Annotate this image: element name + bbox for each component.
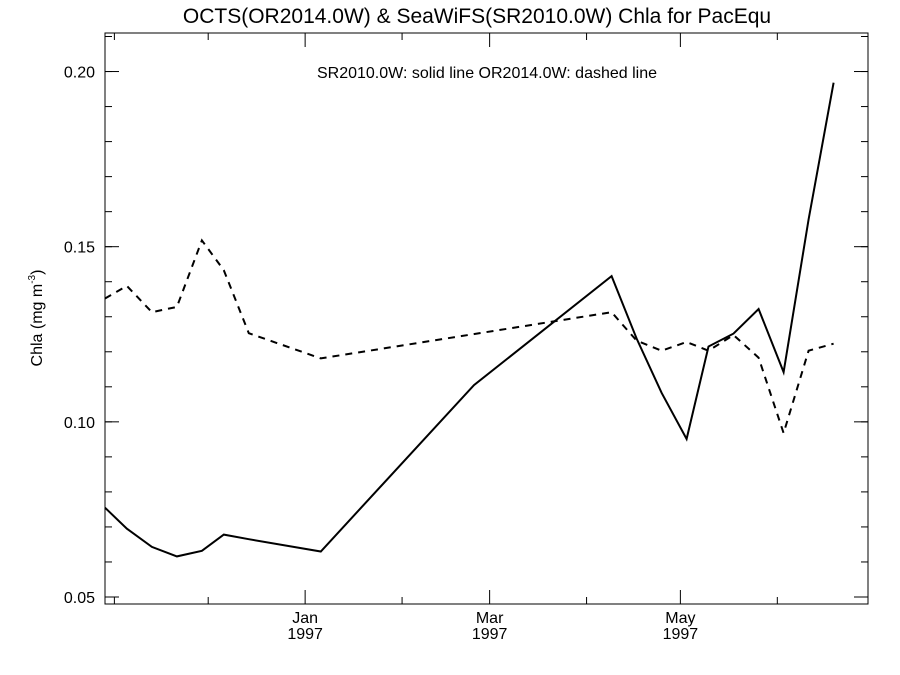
x-tick-label-year: 1997	[472, 626, 508, 643]
plot-frame	[104, 32, 869, 605]
series-legend-annotation: SR2010.0W: solid line OR2014.0W: dashed …	[317, 65, 657, 82]
series-line-or2014-0w	[104, 238, 834, 437]
x-tick-label-month: May	[665, 610, 695, 627]
x-tick-label-year: 1997	[663, 626, 699, 643]
series-group	[104, 82, 835, 558]
y-tick-label: 0.05	[64, 590, 95, 607]
x-tick-label-year: 1997	[287, 626, 323, 643]
x-tick-label-month: Mar	[476, 610, 504, 627]
y-tick-label: 0.10	[64, 415, 95, 432]
x-tick-label-month: Jan	[292, 610, 318, 627]
y-axis-label-text: Chla (mg m	[29, 284, 46, 367]
y-tick-label: 0.15	[64, 240, 95, 257]
y-axis-label-close: )	[29, 270, 46, 275]
series-line-sr2010-0w	[104, 82, 835, 558]
y-axis-label-superscript: -3	[27, 274, 38, 283]
y-axis-label: Chla (mg m-3)	[27, 270, 46, 367]
y-tick-label: 0.20	[64, 65, 95, 82]
chart-title: OCTS(OR2014.0W) & SeaWiFS(SR2010.0W) Chl…	[183, 5, 771, 28]
